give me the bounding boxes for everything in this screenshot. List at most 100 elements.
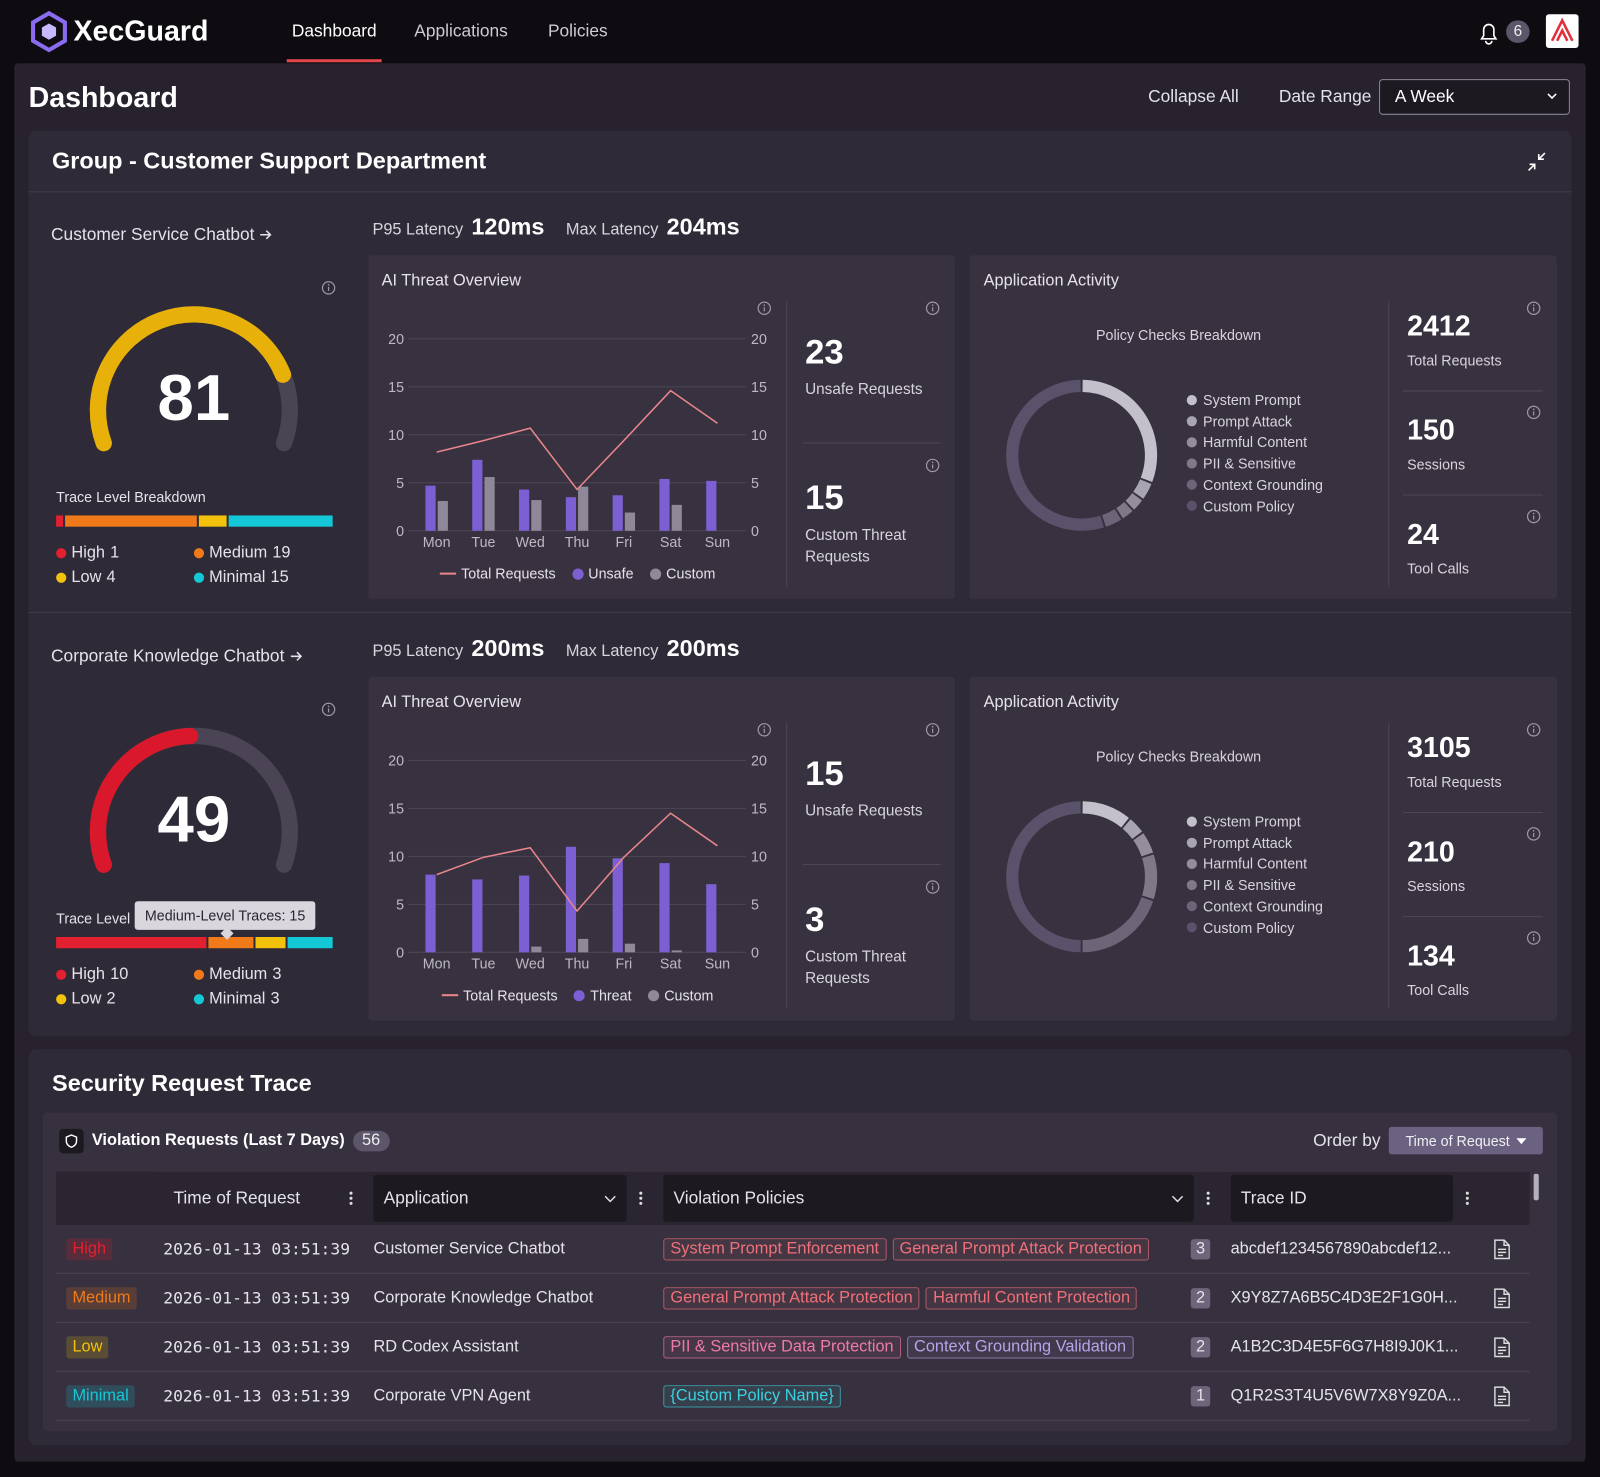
app-link[interactable]: Corporate Knowledge Chatbot [51,646,302,666]
trace-level-segment [228,515,333,527]
chevron-icon[interactable] [1171,1195,1184,1202]
bar [578,486,589,531]
kebab-icon-part [1206,1201,1210,1205]
chevron-icon-part [1171,1195,1184,1202]
cell: Q1R2S3T4U5V6W7X8Y9Z0A... [1220,1387,1479,1405]
bar [659,478,670,531]
kebab-icon[interactable] [1465,1191,1469,1205]
stat-label: Unsafe Requests [805,802,923,820]
tooltip: Medium-Level Traces: 15 [134,901,316,931]
level-name: Minimal [209,568,266,586]
info-icon [1532,934,1535,936]
level-legend: Medium 3 [209,966,281,984]
app-name: Customer Service Chatbot [51,224,255,244]
legend-dot [1186,901,1197,912]
bar [706,884,717,953]
stat-label: Custom Threat Requests [805,526,907,566]
x-tick-label: Wed [515,533,545,551]
collapse-icon[interactable] [1527,152,1546,172]
file-icon-part [1494,1238,1510,1259]
file-icon[interactable] [1494,1385,1510,1406]
legend-label: Custom [666,565,716,582]
line [436,389,718,491]
bar [519,875,530,953]
trace-level-segment [56,937,207,949]
kebab-icon-part [1465,1196,1469,1200]
bar [706,480,717,531]
app-link[interactable]: Customer Service Chatbot [51,225,272,245]
cell: 2026-01-13 03:51:39 [163,1386,351,1406]
x-tick-label: Tue [471,533,496,551]
y-tick-label: 0 [396,944,405,961]
app-name: Corporate Knowledge Chatbot [51,646,285,666]
avatar-logo [1550,17,1574,42]
legend-marker [439,572,457,575]
table-header: Time of Request Application Violation Poli… [56,1171,1530,1225]
kebab-icon-part [349,1196,353,1200]
cell: Corporate Knowledge Chatbot [373,1288,594,1306]
bar [437,501,448,531]
latency-row: P95 Latency 120ms Max Latency 204ms [372,213,739,241]
chevron-icon[interactable] [604,1195,616,1202]
trace-id: X9Y8Z7A6B5C4D3E2F1G0H... [1230,1288,1458,1306]
level-badge: Low [66,1335,109,1359]
legend-dot [1186,816,1197,827]
stat-value: 134 [1407,939,1455,972]
y-tick-label: 10 [388,426,405,443]
table-row: Minimal 2026-01-13 03:51:39 Corporate VPN … [56,1372,1530,1421]
kebab-icon-part [1206,1196,1210,1200]
y-tick-label: 15 [388,378,405,395]
cell: 2026-01-13 03:51:39 [163,1337,351,1357]
file-icon[interactable] [1494,1336,1510,1357]
cell: Corporate VPN Agent [373,1386,531,1404]
donut-legend-label: Custom Policy [1203,497,1295,514]
y2-tick-label: 5 [751,896,759,913]
x-tick-label: Sun [704,955,731,972]
x-tick-label: Fri [615,533,633,551]
legend-item: Total Requests [439,565,556,582]
kebab-icon[interactable] [1206,1191,1210,1205]
cell: High [56,1237,153,1261]
chart-title: AI Threat Overview [381,272,522,290]
bar [565,497,577,531]
legend-dot [1186,395,1197,406]
cell [1480,1287,1530,1308]
caret-icon [1515,1137,1527,1144]
date-select[interactable] [1379,79,1570,115]
file-icon[interactable] [1494,1238,1510,1259]
cell: Low [56,1335,153,1359]
stat-label: Total Requests [1407,352,1502,369]
order-value: Time of Request [1405,1132,1510,1149]
latency-label: Max Latency [565,642,659,660]
kebab-icon-part [1465,1201,1469,1205]
nav-link[interactable]: Applications [414,21,508,41]
stat-value: 210 [1407,835,1455,868]
bell-icon[interactable] [1480,23,1498,45]
legend-dot [1186,479,1197,490]
nav-link[interactable]: Dashboard [291,21,377,41]
trace-level-segment [56,515,64,527]
info-icon [931,304,934,307]
info-icon [327,283,330,286]
info-icon [321,702,336,717]
x-tick-label: Thu [564,533,590,551]
legend-item: Total Requests [441,987,558,1003]
level-name: Low [71,990,102,1008]
kebab-icon[interactable] [639,1191,643,1205]
legend-dot [56,994,67,1005]
order-button[interactable]: Time of Request [1388,1126,1543,1155]
level-legend: High 10 [71,966,128,984]
table: Time of Request Application Violation Poli… [56,1171,1530,1421]
table-title: Violation Requests (Last 7 Days) [91,1131,345,1150]
info-icon [1532,408,1535,411]
info-icon [321,281,336,295]
nav-link[interactable]: Policies [547,21,608,41]
kebab-icon-part [639,1201,643,1205]
file-icon[interactable] [1494,1287,1510,1308]
file-icon-part [1494,1287,1510,1308]
stat-label: Sessions [1407,456,1466,473]
kebab-icon[interactable] [349,1191,353,1205]
collapse-all[interactable]: Collapse All [1148,86,1239,107]
